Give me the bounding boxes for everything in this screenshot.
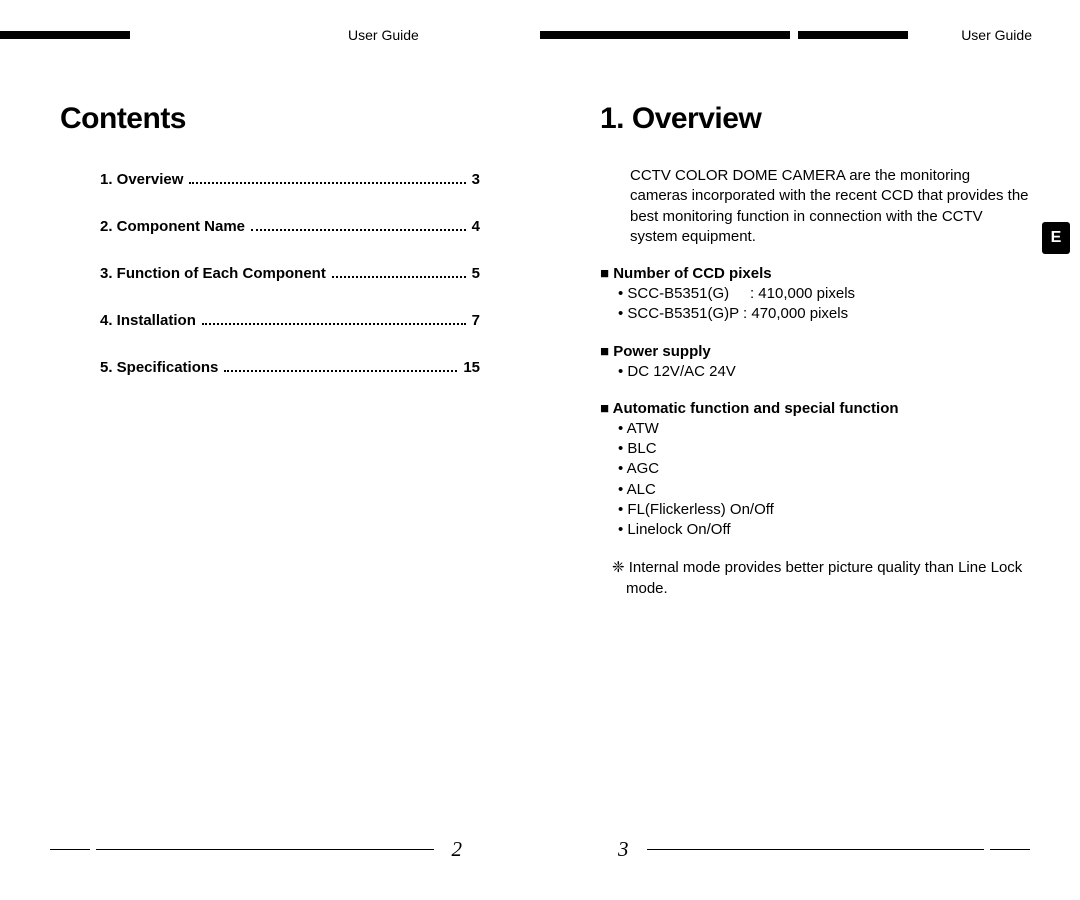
section-heading: ■ Power supply <box>600 343 1030 360</box>
right-page: User Guide 1. Overview CCTV COLOR DOME C… <box>540 0 1080 900</box>
bullet: • DC 12V/AC 24V <box>618 362 1030 382</box>
toc-page: 3 <box>472 171 480 188</box>
toc-label: 4. Installation <box>100 312 196 329</box>
contents-title: Contents <box>60 102 540 136</box>
bullet: • ATW <box>618 419 1030 439</box>
toc-item: 4. Installation 7 <box>100 312 480 329</box>
bullet: • FL(Flickerless) On/Off <box>618 500 1030 520</box>
header-bar-left: User Guide <box>0 28 540 42</box>
toc-leader <box>224 370 457 372</box>
toc-item: 5. Specifications 15 <box>100 359 480 376</box>
header-bar-right: User Guide <box>540 28 1080 42</box>
footer-right: 3 <box>540 837 1080 862</box>
toc-label: 3. Function of Each Component <box>100 265 326 282</box>
toc-page: 7 <box>472 312 480 329</box>
language-badge: E <box>1042 222 1070 254</box>
footer-rule <box>50 849 90 850</box>
toc-item: 2. Component Name 4 <box>100 218 480 235</box>
page-number: 2 <box>434 837 481 862</box>
section-heading: ■ Number of CCD pixels <box>600 265 1030 282</box>
note: ❈ Internal mode provides better picture … <box>612 558 1030 599</box>
footer-rule <box>96 849 434 850</box>
toc-leader <box>189 182 465 184</box>
bullet: • AGC <box>618 459 1030 479</box>
overview-title: 1. Overview <box>600 102 1080 136</box>
section: ■ Number of CCD pixels • SCC-B5351(G) : … <box>600 265 1030 325</box>
header-rule <box>0 31 130 39</box>
toc-page: 15 <box>463 359 480 376</box>
toc-label: 2. Component Name <box>100 218 245 235</box>
bullet: • SCC-B5351(G)P : 470,000 pixels <box>618 304 1030 324</box>
toc-leader <box>332 276 466 278</box>
bullet: • Linelock On/Off <box>618 520 1030 540</box>
bullet: • BLC <box>618 439 1030 459</box>
left-page: User Guide Contents 1. Overview 3 2. Com… <box>0 0 540 900</box>
header-rule <box>798 31 908 39</box>
page-number: 3 <box>600 837 647 862</box>
toc-page: 4 <box>472 218 480 235</box>
toc-leader <box>202 323 466 325</box>
bullet: • ALC <box>618 480 1030 500</box>
toc-item: 3. Function of Each Component 5 <box>100 265 480 282</box>
toc-label: 1. Overview <box>100 171 183 188</box>
toc-label: 5. Specifications <box>100 359 218 376</box>
toc-leader <box>251 229 466 231</box>
intro-paragraph: CCTV COLOR DOME CAMERA are the monitorin… <box>630 166 1030 247</box>
overview-body: CCTV COLOR DOME CAMERA are the monitorin… <box>600 166 1030 599</box>
header-label: User Guide <box>340 27 427 43</box>
section: ■ Power supply • DC 12V/AC 24V <box>600 343 1030 382</box>
header-label: User Guide <box>953 27 1040 43</box>
bullet: • SCC-B5351(G) : 410,000 pixels <box>618 284 1030 304</box>
footer-rule <box>647 849 985 850</box>
footer-left: 2 <box>0 837 540 862</box>
section: ■ Automatic function and special functio… <box>600 400 1030 541</box>
toc-list: 1. Overview 3 2. Component Name 4 3. Fun… <box>100 171 480 376</box>
toc-item: 1. Overview 3 <box>100 171 480 188</box>
toc-page: 5 <box>472 265 480 282</box>
footer-rule <box>990 849 1030 850</box>
header-rule <box>540 31 790 39</box>
section-heading: ■ Automatic function and special functio… <box>600 400 1030 417</box>
